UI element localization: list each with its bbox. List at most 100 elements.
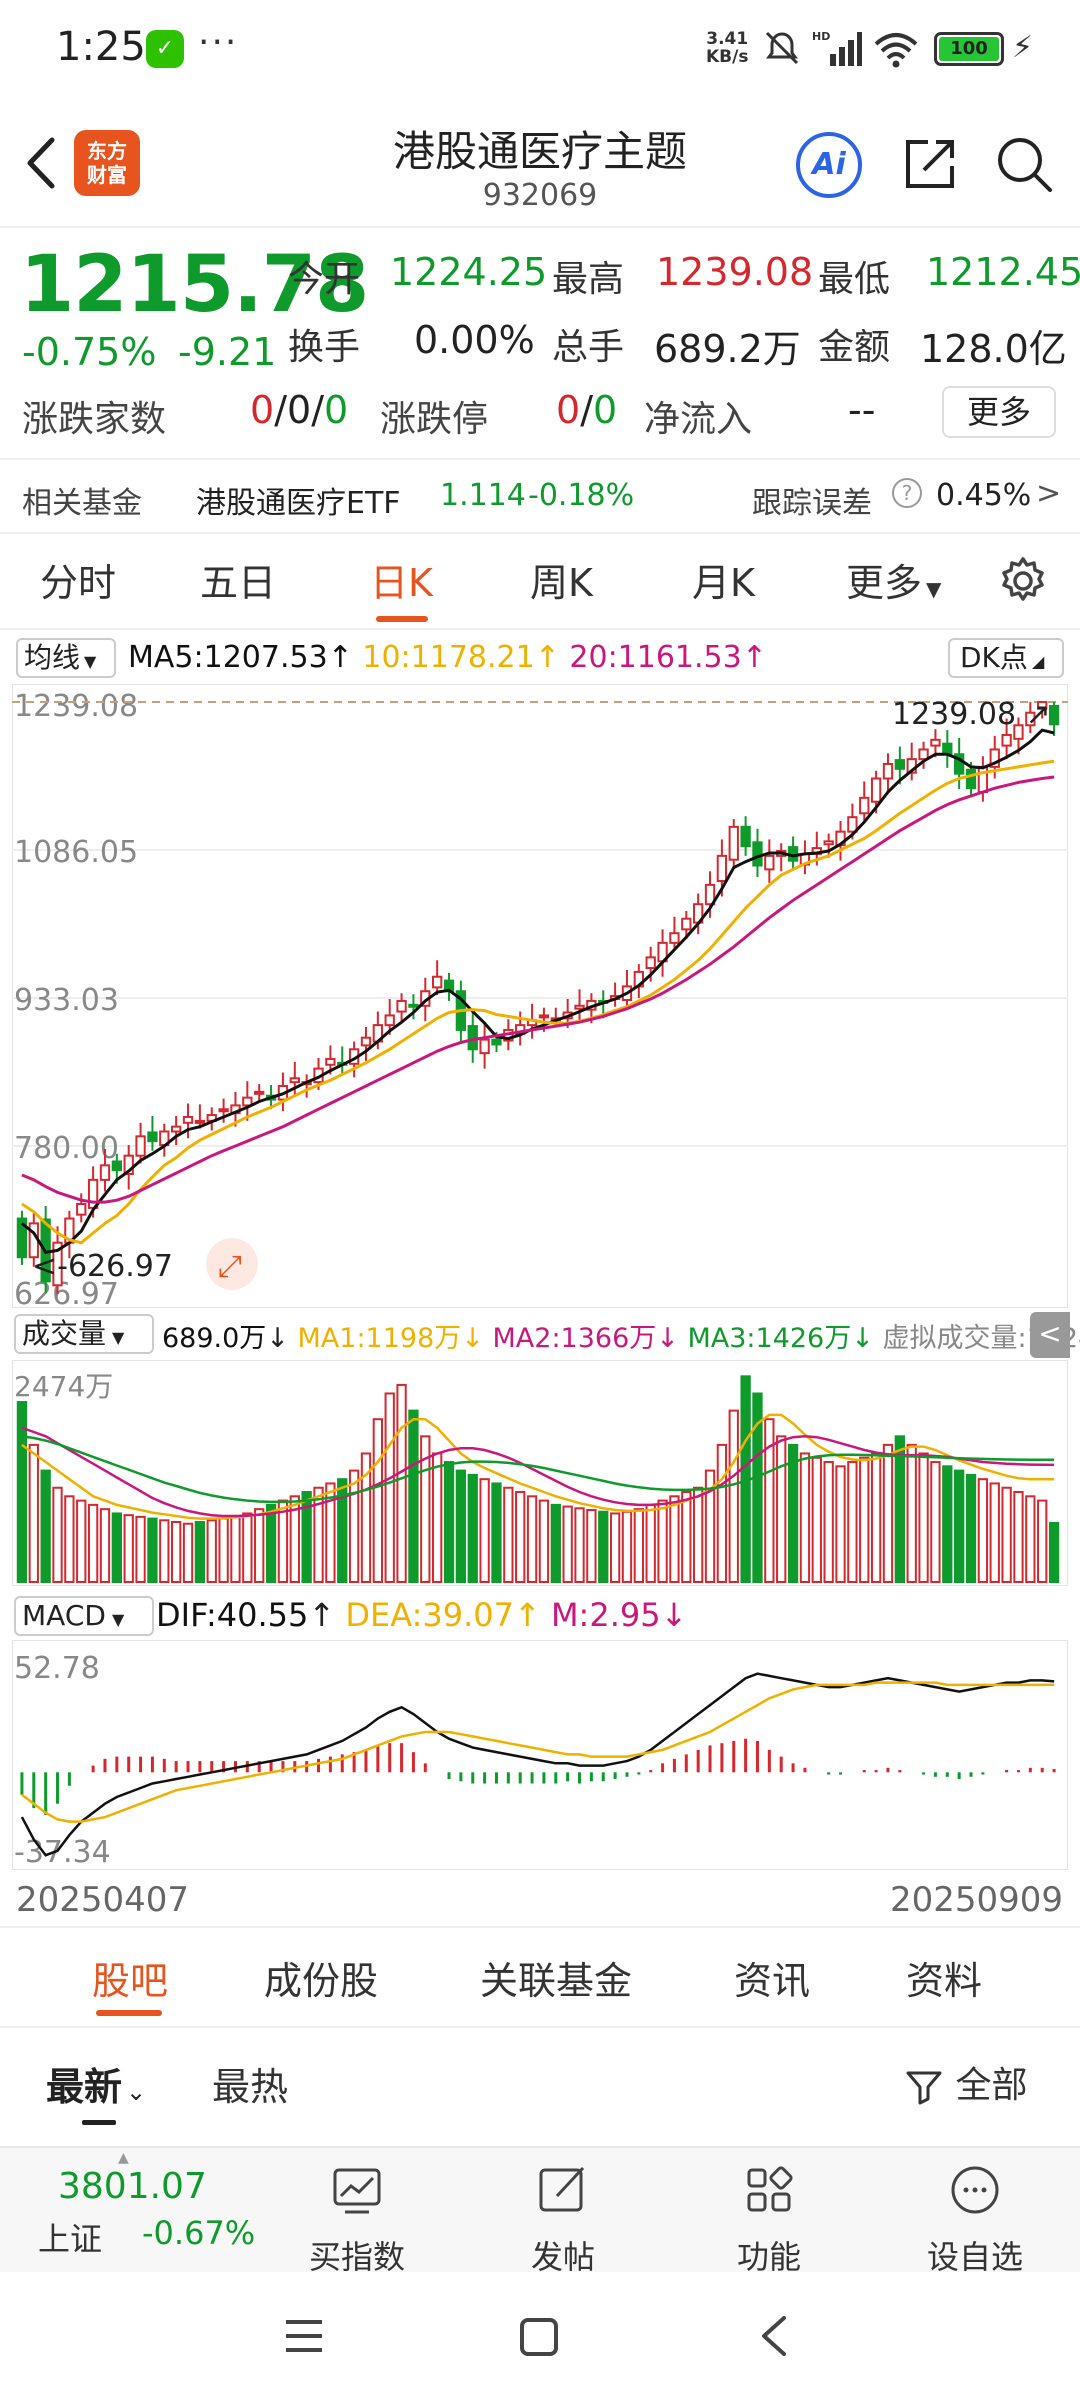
- candlestick-chart[interactable]: 1239.08 1086.05 933.03 780.00 626.97 1239.08 …: [12, 684, 1068, 1308]
- sort-hottest[interactable]: 最热: [212, 2065, 289, 2109]
- ma-legend: MA5:1207.53↑ 10:1178.21↑ 20:1161.53↑: [128, 640, 767, 675]
- vol-ma1: MA1:1198万: [297, 1323, 462, 1354]
- logo-text-line2: 财富: [87, 163, 127, 187]
- market-index-change[interactable]: -0.67%: [142, 2214, 256, 2252]
- volume-bar: [52, 1486, 63, 1583]
- volume-bar: [301, 1491, 312, 1583]
- tab-five-day[interactable]: 五日: [200, 561, 277, 605]
- candle-body: [147, 1131, 158, 1143]
- add-watchlist-button[interactable]: 设自选: [910, 2160, 1040, 2278]
- tab-constituents[interactable]: 成份股: [264, 1959, 379, 2003]
- bottom-toolbar: [0, 2146, 1080, 2272]
- low-marker-label: <-626.97: [32, 1249, 173, 1284]
- ma20-value: 20:1161.53: [569, 640, 742, 675]
- candle-body: [704, 883, 716, 906]
- y-tick-label: 52.78: [14, 1651, 100, 1686]
- tab-daily-k[interactable]: 日K: [370, 561, 433, 605]
- macd-selector[interactable]: MACD ▼: [14, 1596, 154, 1636]
- expand-icon: ⤢: [218, 1249, 242, 1284]
- post-button[interactable]: 发帖: [498, 2160, 628, 2278]
- nav-back-icon[interactable]: [754, 2312, 794, 2360]
- volume-bar: [799, 1452, 811, 1584]
- help-icon[interactable]: ?: [892, 478, 922, 508]
- notification-more-icon: ···: [198, 22, 239, 63]
- ma-line-MA5: [20, 728, 1055, 1255]
- volume-bar: [455, 1469, 467, 1583]
- open-value: 1224.25: [390, 250, 548, 294]
- change-percent: -0.75%: [22, 330, 157, 374]
- tab-weekly-k[interactable]: 周K: [530, 561, 593, 605]
- tab-related-funds[interactable]: 关联基金: [480, 1959, 633, 2003]
- ai-button[interactable]: Ai: [796, 132, 862, 198]
- share-icon[interactable]: [898, 132, 962, 196]
- svg-text:HD: HD: [812, 30, 830, 43]
- gear-icon[interactable]: [996, 554, 1050, 608]
- market-index-name[interactable]: 上证: [38, 2220, 103, 2258]
- tab-news[interactable]: 资讯: [734, 1959, 811, 2003]
- candle-body: [360, 1036, 372, 1047]
- fund-name: 港股通医疗ETF: [196, 486, 401, 521]
- tab-profile[interactable]: 资料: [906, 1959, 983, 2003]
- market-index-value[interactable]: 3801.07: [58, 2166, 207, 2207]
- tab-intraday[interactable]: 分时: [40, 561, 117, 605]
- ma-selector[interactable]: 均线 ▼: [16, 638, 116, 678]
- wechat-icon: ✓: [146, 30, 184, 68]
- arrow-up-icon: ↑: [327, 640, 353, 675]
- macd-chart: 52.78 -37.34: [12, 1640, 1068, 1870]
- back-button[interactable]: [18, 128, 66, 198]
- volume-selector[interactable]: 成交量 ▼: [14, 1314, 154, 1354]
- sort-latest[interactable]: 最新 ⌄: [46, 2056, 146, 2111]
- filter-button[interactable]: 全部: [904, 2056, 1027, 2108]
- volume-bar: [704, 1469, 716, 1583]
- vol-ma2: MA2:1366万: [492, 1323, 657, 1354]
- functions-button[interactable]: 功能: [704, 2160, 834, 2278]
- volume-bar: [289, 1495, 300, 1583]
- index-code: 932069: [482, 178, 598, 213]
- buy-index-button[interactable]: 买指数: [292, 2160, 422, 2278]
- volume-bar: [882, 1443, 894, 1583]
- volume-bar: [859, 1456, 870, 1583]
- turnover-value: 0.00%: [414, 318, 535, 362]
- volume-bar: [1037, 1499, 1048, 1583]
- volume-bar: [621, 1510, 633, 1584]
- search-icon[interactable]: [992, 132, 1056, 196]
- volume-bar: [348, 1469, 360, 1583]
- volume-bar: [218, 1517, 229, 1583]
- add-watchlist-label: 设自选: [926, 2238, 1023, 2276]
- macd-line-DIF: [20, 1672, 1055, 1857]
- macd-line-DEA: [21, 1681, 1055, 1823]
- volume-bar: [954, 1469, 965, 1583]
- edit-icon: [539, 2166, 585, 2212]
- fund-change: -0.18%: [528, 478, 635, 513]
- volume-bar: [989, 1482, 1000, 1583]
- tab-more[interactable]: 更多 ▼: [846, 552, 941, 607]
- collapse-panel-button[interactable]: <: [1030, 1312, 1070, 1358]
- tab-monthly-k[interactable]: 月K: [692, 561, 755, 605]
- related-fund-row[interactable]: 相关基金 港股通医疗ETF 1.114 -0.18% 跟踪误差 ? 0.45% …: [0, 470, 1080, 526]
- network-speed-value: 3.41: [706, 29, 749, 49]
- candle-body: [859, 796, 870, 815]
- volume-bar: [313, 1486, 324, 1583]
- caret-down-icon: ▼: [112, 1328, 125, 1347]
- wifi-icon: [874, 33, 918, 68]
- volume-bar: [325, 1482, 336, 1583]
- amount-value: 128.0亿: [920, 327, 1067, 371]
- volume-bar: [538, 1499, 550, 1583]
- volume-bar: [479, 1478, 490, 1583]
- y-tick-label: -37.34: [14, 1835, 111, 1870]
- home-icon[interactable]: [518, 2316, 560, 2358]
- app-logo: 东方 财富: [74, 130, 140, 196]
- logo-text-line1: 东方: [87, 139, 127, 163]
- volume-bar: [823, 1461, 834, 1583]
- volume-bar: [1048, 1521, 1060, 1583]
- tab-forum[interactable]: 股吧: [92, 1959, 169, 2003]
- volume-bar: [562, 1505, 573, 1583]
- dk-point-button[interactable]: DK点 ◢: [948, 638, 1064, 678]
- candle-body: [894, 759, 905, 770]
- status-time: 1:25: [56, 24, 146, 70]
- chevron-right-icon: >: [1036, 476, 1062, 511]
- menu-icon[interactable]: [282, 2316, 326, 2356]
- arrow-down-icon: ↓: [461, 1323, 484, 1354]
- change-value: -9.21: [178, 330, 277, 374]
- more-quote-button[interactable]: 更多: [942, 386, 1056, 438]
